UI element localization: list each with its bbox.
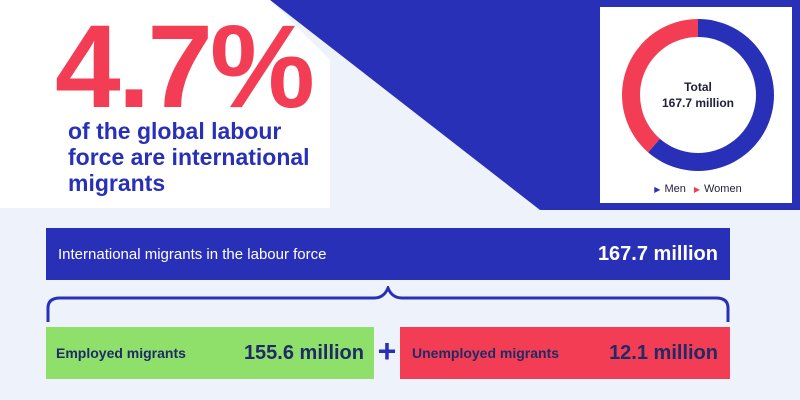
legend-item-men: ▶ Men [654, 183, 686, 195]
total-value: 167.7 million [597, 242, 718, 265]
chart-legend: ▶ Men ▶ Women [600, 183, 796, 195]
total-migrants-bar: International migrants in the labour for… [46, 228, 730, 280]
brace-connector [46, 286, 730, 322]
unemployed-migrants-box: Unemployed migrants 12.1 million [400, 327, 730, 379]
employed-migrants-box: Employed migrants 155.6 million [46, 327, 374, 379]
donut-chart [622, 19, 774, 172]
donut-center-line1: Total [684, 80, 712, 94]
headline-percent: 4.7% [55, 1, 315, 133]
employed-value: 155.6 million [243, 341, 364, 364]
donut-chart-card: Total 167.7 million ▶ Men ▶ Women [598, 5, 794, 205]
donut-slice-men [648, 19, 774, 172]
employed-label: Employed migrants [56, 345, 186, 361]
plus-sign: + [377, 333, 397, 369]
legend-label-women: Women [704, 183, 742, 195]
men-triangle-icon: ▶ [654, 184, 661, 194]
headline-caption: of the global labour force are internati… [68, 118, 310, 196]
donut-slice-women [622, 19, 698, 153]
donut-center-line2: 167.7 million [661, 96, 735, 110]
women-triangle-icon: ▶ [693, 184, 700, 194]
unemployed-value: 12.1 million [609, 341, 718, 364]
donut-center-label: Total 167.7 million [648, 79, 748, 111]
total-label: International migrants in the labour for… [58, 245, 327, 263]
unemployed-label: Unemployed migrants [412, 345, 560, 361]
headline-panel: 4.7% of the global labour force are inte… [0, 0, 330, 208]
legend-item-women: ▶ Women [694, 183, 742, 195]
legend-label-men: Men [664, 183, 686, 195]
headline-panel-bg [0, 0, 330, 208]
